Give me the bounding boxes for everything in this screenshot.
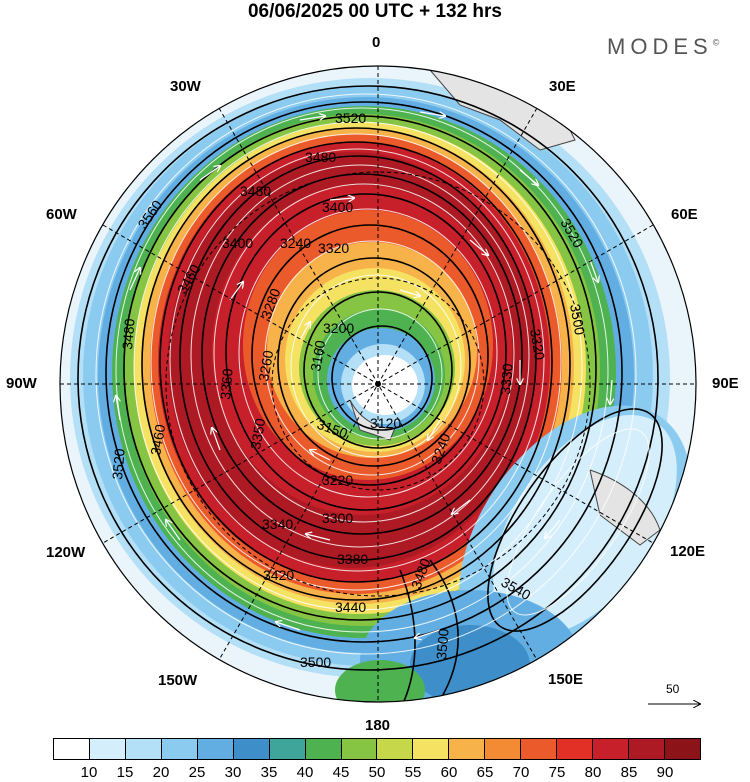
colorbar-tick-label: 55 [404, 764, 422, 781]
brand-mark: © [712, 37, 720, 48]
contour-label: 3220 [322, 472, 353, 488]
contour-label: 3200 [323, 320, 354, 336]
colorbar-segment [305, 739, 342, 759]
contour-label: 3400 [322, 199, 353, 215]
colorbar-tick-label: 60 [440, 764, 458, 781]
colorbar-tick-label: 90 [656, 764, 674, 781]
lon-label-30w: 30W [170, 78, 201, 95]
map-border [59, 65, 697, 703]
contour-label: 3160 [307, 339, 328, 373]
contour-label: 3120 [370, 415, 401, 431]
contour-label: 3440 [335, 599, 366, 615]
lon-label-60w: 60W [46, 206, 77, 223]
lon-label-150w: 150W [158, 672, 198, 689]
pole-marker [375, 381, 381, 387]
colorbar-segment [377, 739, 414, 759]
colorbar-segment [54, 739, 90, 759]
contour-label: 3520 [335, 110, 366, 126]
contour-label: 3400 [222, 235, 253, 251]
lon-label-30e: 30E [549, 78, 576, 95]
contour-label: 3380 [337, 551, 368, 567]
contour-label: 3360 [217, 368, 236, 401]
lon-label-120e: 120E [670, 543, 706, 560]
lon-label-120w: 120W [46, 544, 86, 561]
contour-label: 3480 [240, 183, 271, 199]
colorbar-segment [341, 739, 378, 759]
colorbar-segment [557, 739, 594, 759]
contour-label: 3520 [109, 448, 128, 481]
colorbar-segment [413, 739, 450, 759]
colorbar-tick-label: 65 [476, 764, 494, 781]
colorbar-segment [269, 739, 306, 759]
lon-label-60e: 60E [671, 206, 698, 223]
colorbar-segment [233, 739, 270, 759]
lon-label-0: 0 [372, 34, 381, 51]
colorbar-segment [521, 739, 558, 759]
wind-arrows [116, 111, 612, 638]
colorbar-segment [449, 739, 486, 759]
colorbar-tick-label: 80 [584, 764, 602, 781]
colorbar-segment [197, 739, 234, 759]
colorbar-tick-label: 75 [548, 764, 566, 781]
colorbar-tick-label: 15 [116, 764, 134, 781]
colorbar [53, 738, 701, 760]
map-title: 06/06/2025 00 UTC + 132 hrs [247, 1, 503, 22]
colorbar-tick-label: 50 [368, 764, 386, 781]
colorbar-segment [161, 739, 198, 759]
wind-speed-field: 3520 3480 3480 3400 3320 3240 3200 3160 … [60, 66, 696, 702]
contour-label: 3480 [305, 149, 336, 165]
reference-vector-label: 50 [666, 682, 680, 696]
contour-label: 3500 [433, 628, 452, 661]
colorbar-segment [593, 739, 629, 759]
reference-vector: 50 [648, 682, 708, 712]
contour-label: 3300 [322, 510, 353, 526]
contour-label: 3240 [280, 235, 311, 251]
colorbar-tick-label: 30 [224, 764, 242, 781]
colorbar-tick-label: 10 [80, 764, 98, 781]
colorbar-tick-label: 70 [512, 764, 530, 781]
colorbar-tick-label: 35 [260, 764, 278, 781]
contour-label: 3480 [119, 318, 138, 351]
colorbar-tick-label: 40 [296, 764, 314, 781]
lon-label-90w: 90W [6, 375, 37, 392]
contour-label: 3320 [318, 240, 349, 256]
contour-label: 3500 [300, 654, 331, 670]
brand-logo: MODES© [607, 34, 719, 60]
height-contours [77, 85, 663, 702]
brand-text: MODES [607, 34, 713, 59]
lon-label-180: 180 [365, 717, 391, 734]
contour-label: 3350 [247, 417, 268, 451]
colorbar-segment [89, 739, 126, 759]
colorbar-segment [664, 739, 700, 759]
colorbar-segment [125, 739, 162, 759]
colorbar-tick-label: 25 [188, 764, 206, 781]
contour-label: 3320 [527, 328, 548, 362]
colorbar-tick-label: 85 [620, 764, 638, 781]
colorbar-segment [485, 739, 522, 759]
wind-streamlines [95, 93, 650, 655]
contour-label: 3340 [262, 516, 293, 532]
colorbar-tick-label: 45 [332, 764, 350, 781]
contour-label: 3460 [147, 423, 168, 457]
colorbar-tick-label: 20 [152, 764, 170, 781]
contour-label: 3260 [255, 349, 276, 383]
contour-label: 3330 [497, 363, 516, 396]
lon-label-150e: 150E [548, 671, 584, 688]
lon-label-90e: 90E [712, 375, 739, 392]
colorbar-segment [629, 739, 665, 759]
colorbar-labels: 10 15 20 25 30 35 40 45 50 55 60 65 70 75 80 85 90 [53, 764, 701, 782]
